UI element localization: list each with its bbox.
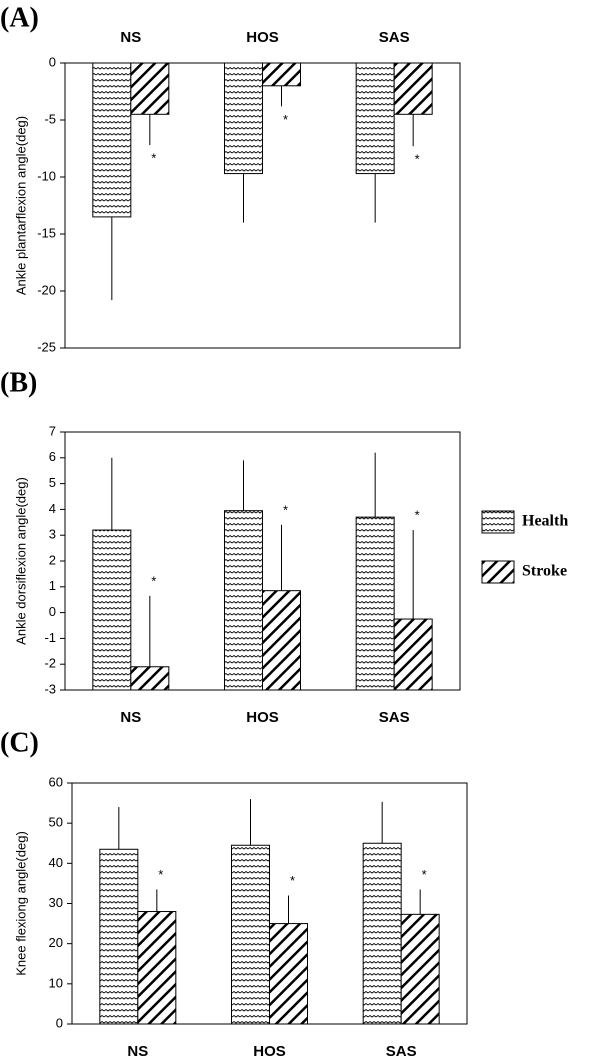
- y-tick-label: 0: [56, 1015, 63, 1030]
- bar: [262, 62, 301, 87]
- bar: [130, 62, 170, 115]
- y-tick-label: -1: [44, 630, 56, 645]
- bar: [224, 62, 263, 175]
- legend-swatch: [481, 560, 515, 584]
- y-tick-label: 4: [49, 501, 56, 516]
- x-tick-label: SAS: [386, 1043, 417, 1059]
- y-axis-label: Ankle dorsiflexion angle(deg): [13, 477, 28, 645]
- y-tick-label: 5: [49, 475, 56, 490]
- y-tick-label: 6: [49, 449, 56, 464]
- x-tick-label: SAS: [379, 29, 410, 46]
- bar: [92, 62, 132, 218]
- y-tick-label: 10: [49, 975, 63, 990]
- significance-marker: *: [415, 507, 420, 522]
- significance-marker: *: [151, 151, 156, 166]
- y-tick-label: 2: [49, 552, 56, 567]
- bar: [137, 911, 177, 1025]
- y-tick-label: 30: [49, 895, 63, 910]
- plot-frame: [64, 62, 461, 349]
- legend-label: Health: [522, 513, 568, 530]
- panel-label: (C): [0, 727, 39, 758]
- y-tick-label: 20: [49, 935, 63, 950]
- y-tick-label: 0: [49, 54, 56, 69]
- significance-marker: *: [158, 867, 163, 882]
- significance-marker: *: [422, 867, 427, 882]
- y-tick-label: -15: [37, 225, 56, 240]
- y-axis-label: Knee flexiong angle(deg): [13, 831, 28, 976]
- bar: [400, 913, 440, 1025]
- x-tick-label: NS: [120, 29, 141, 46]
- y-tick-label: 60: [49, 774, 63, 789]
- y-tick-label: -10: [37, 168, 56, 183]
- x-tick-label: HOS: [246, 709, 279, 726]
- y-tick-label: -25: [37, 339, 56, 354]
- x-tick-label: NS: [120, 709, 141, 726]
- bar: [393, 618, 433, 691]
- x-tick-label: HOS: [246, 29, 279, 46]
- bar: [262, 590, 301, 691]
- y-axis-label: Ankle plantarflexion angle(deg): [13, 116, 28, 295]
- significance-marker: *: [151, 573, 156, 588]
- bar: [269, 923, 308, 1025]
- legend-swatch: [481, 510, 515, 534]
- bar: [362, 842, 402, 1025]
- legend-label: Stroke: [522, 563, 567, 580]
- significance-marker: *: [283, 112, 288, 127]
- bar: [393, 62, 433, 115]
- bar: [231, 844, 270, 1025]
- y-tick-label: 0: [49, 604, 56, 619]
- y-tick-label: 1: [49, 578, 56, 593]
- y-tick-label: -2: [44, 656, 56, 671]
- panel-label: (B): [0, 367, 37, 398]
- y-tick-label: -5: [44, 111, 56, 126]
- y-tick-label: -20: [37, 282, 56, 297]
- x-tick-label: SAS: [379, 709, 410, 726]
- bar: [99, 848, 139, 1025]
- significance-marker: *: [283, 502, 288, 517]
- plot-frame: [71, 782, 468, 1025]
- y-tick-label: 50: [49, 815, 63, 830]
- y-tick-label: 40: [49, 855, 63, 870]
- bar: [355, 516, 395, 691]
- x-tick-label: NS: [127, 1043, 148, 1059]
- y-tick-label: -3: [44, 681, 56, 696]
- bar: [355, 62, 395, 175]
- significance-marker: *: [415, 152, 420, 167]
- y-tick-label: 7: [49, 423, 56, 438]
- bar: [92, 529, 132, 691]
- panel-label: (A): [0, 2, 39, 33]
- bar: [130, 666, 170, 691]
- x-tick-label: HOS: [253, 1043, 286, 1059]
- plot-frame: [64, 431, 461, 691]
- y-tick-label: 3: [49, 527, 56, 542]
- bar: [224, 510, 263, 691]
- significance-marker: *: [290, 873, 295, 888]
